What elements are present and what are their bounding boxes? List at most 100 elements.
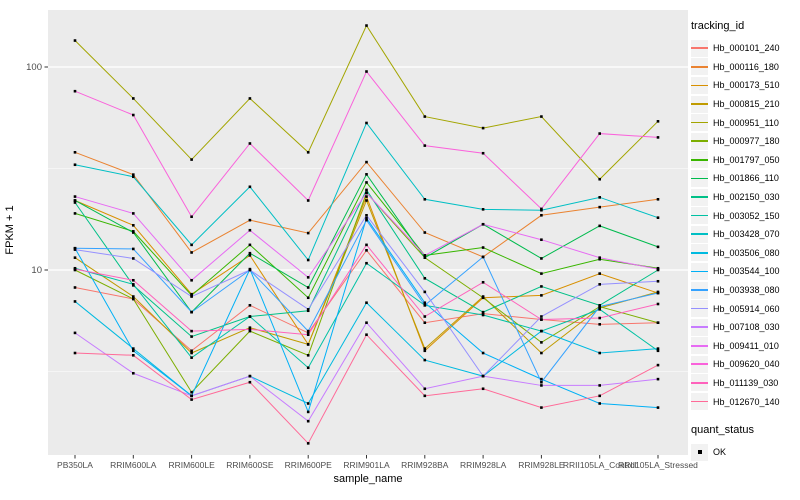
x-tick-label: RRIM928LA: [460, 460, 507, 470]
legend-item-Hb_000173_510: Hb_000173_510: [691, 76, 799, 95]
data-point: [540, 377, 543, 381]
y-tick-label: 10: [31, 265, 42, 276]
data-point: [306, 366, 310, 370]
legend-item-Hb_009620_040: Hb_009620_040: [691, 355, 799, 374]
data-point: [132, 283, 135, 286]
legend-item-Hb_003938_080: Hb_003938_080: [691, 281, 799, 300]
legend-key-line-icon: [691, 207, 708, 225]
legend-item-Hb_011139_030: Hb_011139_030: [691, 374, 799, 393]
data-point: [132, 354, 135, 357]
data-point: [423, 304, 427, 307]
data-point: [540, 238, 543, 242]
data-point: [73, 39, 77, 42]
data-point: [656, 216, 660, 219]
data-point: [248, 304, 252, 307]
legend-key-line-icon: [691, 169, 708, 187]
legend-key-line-icon: [691, 114, 708, 132]
data-point: [598, 256, 601, 259]
y-axis-title: FPKM + 1: [4, 205, 16, 255]
legend-key-line-icon: [691, 393, 708, 411]
data-point: [598, 272, 601, 275]
data-point: [73, 89, 77, 93]
data-point: [656, 377, 660, 381]
data-point: [190, 335, 193, 338]
legend-item-label: OK: [713, 447, 727, 458]
data-point: [481, 351, 485, 355]
legend-key-line-icon: [691, 39, 708, 57]
legend-item-label: Hb_000977_180: [713, 136, 780, 147]
legend-key-line-icon: [691, 151, 708, 169]
x-tick-label: RRIM928BA: [401, 460, 449, 470]
data-point: [656, 406, 660, 409]
data-point: [132, 257, 135, 260]
legend-item-label: Hb_000951_110: [713, 117, 779, 128]
data-point: [656, 136, 660, 139]
data-point: [365, 191, 368, 195]
data-point: [481, 280, 485, 284]
data-point: [248, 251, 252, 255]
data-point: [73, 331, 77, 335]
data-point: [423, 144, 427, 147]
data-point: [306, 442, 310, 445]
data-point: [598, 402, 601, 405]
legend-item-Hb_000951_110: Hb_000951_110: [691, 113, 799, 132]
data-point: [306, 231, 310, 235]
x-axis-title: sample_name: [333, 473, 403, 485]
data-point: [132, 224, 135, 227]
data-point: [481, 296, 485, 300]
data-point: [306, 354, 310, 357]
legend-item-Hb_001797_050: Hb_001797_050: [691, 151, 799, 170]
data-point: [598, 283, 601, 286]
data-point: [540, 406, 543, 409]
data-point: [248, 268, 252, 272]
legend-item-Hb_003506_080: Hb_003506_080: [691, 244, 799, 263]
data-point: [248, 218, 252, 222]
legend-item-Hb_003428_070: Hb_003428_070: [691, 225, 799, 244]
legend-key-line-icon: [691, 318, 708, 336]
data-point: [481, 151, 485, 155]
data-point: [365, 216, 368, 220]
legend-item-Hb_000977_180: Hb_000977_180: [691, 132, 799, 151]
data-point: [190, 215, 193, 219]
data-point: [132, 97, 135, 100]
data-point: [540, 329, 543, 333]
legend-item-Hb_001866_110: Hb_001866_110: [691, 169, 799, 188]
data-point: [598, 308, 601, 311]
data-point: [540, 257, 543, 260]
data-point: [190, 349, 193, 353]
data-point: [306, 276, 310, 279]
x-tick-label: RRII105LA_Control: [563, 460, 637, 470]
x-tick-label: RRIM600PE: [285, 460, 333, 470]
data-point: [306, 331, 310, 335]
data-point: [598, 196, 601, 199]
data-point: [423, 301, 427, 305]
data-point: [365, 218, 368, 222]
ok-square-marker-icon: [691, 443, 708, 461]
data-point: [423, 197, 427, 201]
data-point: [248, 329, 252, 333]
data-point: [306, 402, 310, 405]
legend-key-line-icon: [691, 300, 708, 318]
data-point: [132, 349, 135, 353]
data-point: [656, 321, 660, 325]
legend-item-label: Hb_002150_030: [713, 192, 780, 203]
data-point: [656, 349, 660, 353]
legend-key-line-icon: [691, 244, 708, 262]
data-point: [306, 343, 310, 346]
data-point: [190, 158, 193, 161]
legend-item-label: Hb_003052_150: [713, 210, 780, 221]
data-point: [656, 120, 660, 123]
data-point: [248, 374, 252, 378]
data-point: [306, 333, 310, 337]
legend-item-Hb_005914_060: Hb_005914_060: [691, 299, 799, 318]
legend-item-label: Hb_000173_510: [713, 80, 780, 91]
data-point: [423, 347, 427, 350]
data-point: [190, 243, 193, 247]
legend-item-label: Hb_005914_060: [713, 303, 780, 314]
legend-item-label: Hb_009411_010: [713, 340, 779, 351]
legend-item-Hb_002150_030: Hb_002150_030: [691, 188, 799, 207]
legend-item-label: Hb_009620_040: [713, 359, 780, 370]
data-point: [598, 257, 601, 261]
data-point: [248, 97, 252, 100]
